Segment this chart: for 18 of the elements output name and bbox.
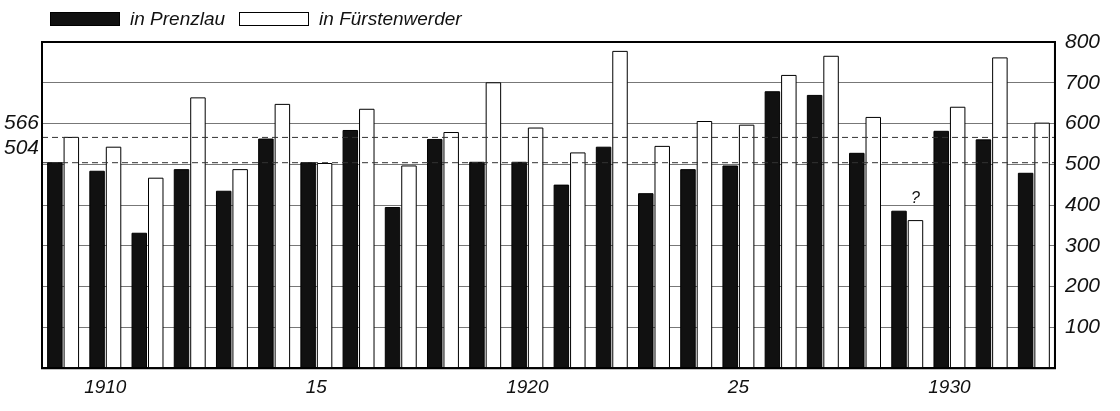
y-tick-label: 500 <box>1064 151 1101 175</box>
y-tick-label: 200 <box>1063 273 1101 297</box>
x-tick-label: 15 <box>305 375 328 397</box>
x-tick-label: 1910 <box>84 375 127 397</box>
ref-line-label: 566 <box>3 109 40 133</box>
y-tick-label: 600 <box>1064 110 1101 134</box>
legend-label: in Fürstenwerder <box>319 8 462 30</box>
annotation: ? <box>911 189 921 207</box>
ref-line-label: 504 <box>3 135 39 159</box>
y-tick-label: 300 <box>1064 232 1101 256</box>
x-tick-label: 1920 <box>506 375 549 397</box>
x-tick-label: 25 <box>726 375 750 397</box>
y-tick-label: 400 <box>1064 191 1101 215</box>
x-tick-label: 1930 <box>928 375 972 397</box>
legend-label: in Prenzlau <box>130 8 226 30</box>
y-tick-label: 700 <box>1064 69 1101 93</box>
y-tick-label: 800 <box>1064 28 1101 52</box>
y-tick-label: 100 <box>1064 314 1101 338</box>
